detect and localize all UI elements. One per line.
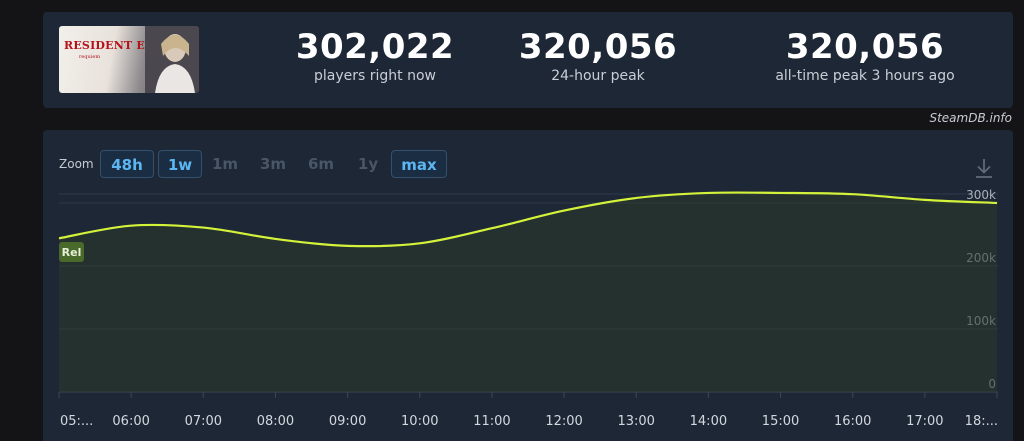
- game-cover-image[interactable]: RESIDENT EVIL requiem: [59, 26, 199, 93]
- stat-value: 302,022: [295, 27, 455, 67]
- steamdb-credit[interactable]: SteamDB.info: [929, 111, 1012, 125]
- x-tick-label: 06:00: [112, 414, 149, 429]
- x-tick-label: 13:00: [617, 414, 654, 429]
- x-tick-label: 15:00: [762, 414, 799, 429]
- zoom-1w-button[interactable]: 1w: [158, 150, 202, 178]
- zoom-max-button[interactable]: max: [391, 150, 447, 178]
- stat-value: 320,056: [518, 27, 678, 67]
- cover-title: RESIDENT EVIL: [64, 39, 168, 52]
- chart-panel: 0100k200k300k05:...06:0007:0008:0009:001…: [43, 130, 1013, 441]
- stat-label: all-time peak 3 hours ago: [775, 68, 955, 84]
- stat-label: 24-hour peak: [551, 68, 645, 84]
- stat-all-time-peak: 320,056 all-time peak 3 hours ago: [755, 28, 975, 84]
- release-marker-label: Rel: [62, 246, 82, 259]
- cover-subtitle: requiem: [79, 54, 101, 60]
- series-line: [58, 191, 998, 248]
- zoom-48h-button[interactable]: 48h: [100, 150, 154, 178]
- y-tick-label: 300k: [966, 188, 996, 202]
- character-figure-icon: [145, 26, 199, 93]
- zoom-1y-button[interactable]: 1y: [357, 155, 379, 173]
- stat-24h-peak: 320,056 24-hour peak: [488, 28, 708, 84]
- stat-label: players right now: [314, 68, 436, 84]
- player-count-chart: 0100k200k300k05:...06:0007:0008:0009:001…: [58, 188, 998, 429]
- x-tick-label: 07:00: [185, 414, 222, 429]
- x-tick-label: 18:...: [965, 414, 998, 429]
- x-tick-label: 05:...: [60, 414, 93, 429]
- series-area: [59, 192, 997, 392]
- x-tick-label: 17:00: [906, 414, 943, 429]
- stat-value: 320,056: [785, 27, 945, 67]
- x-tick-label: 08:00: [257, 414, 294, 429]
- zoom-3m-button[interactable]: 3m: [259, 155, 287, 173]
- x-tick-label: 09:00: [329, 414, 366, 429]
- x-tick-label: 11:00: [473, 414, 510, 429]
- x-tick-label: 14:00: [690, 414, 727, 429]
- zoom-label: Zoom: [59, 157, 94, 171]
- x-tick-label: 16:00: [834, 414, 871, 429]
- x-tick-label: 12:00: [545, 414, 582, 429]
- x-tick-label: 10:00: [401, 414, 438, 429]
- zoom-6m-button[interactable]: 6m: [307, 155, 335, 173]
- release-marker: [59, 242, 84, 262]
- zoom-1m-button[interactable]: 1m: [211, 155, 239, 173]
- stats-panel: RESIDENT EVIL requiem 302,022 players ri…: [43, 12, 1013, 108]
- download-icon[interactable]: [975, 157, 993, 179]
- stat-players-now: 302,022 players right now: [265, 28, 485, 84]
